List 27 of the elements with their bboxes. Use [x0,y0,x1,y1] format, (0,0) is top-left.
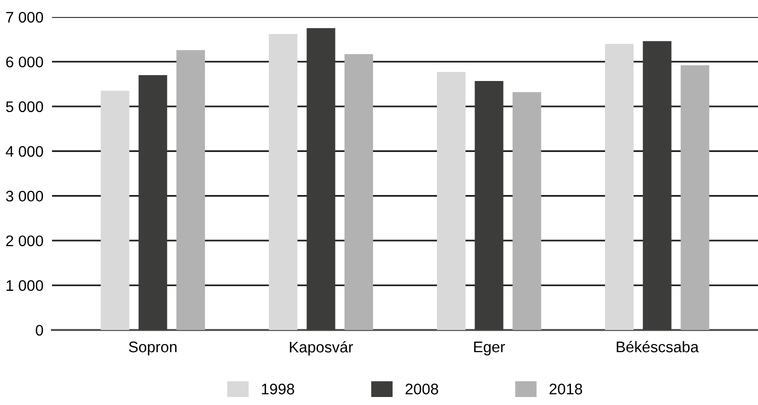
bar [474,80,504,330]
legend-label: 1998 [262,384,294,394]
y-tick-label: 5 000 [6,101,44,112]
bar [344,54,374,330]
x-tick-label: Békéscsaba [616,340,699,352]
bar [605,44,634,330]
bar [680,65,710,330]
bar [100,90,130,330]
legend-label: 2008 [406,384,438,394]
bar [138,75,168,330]
y-tick-label: 7 000 [6,12,44,23]
y-tick-label: 2 000 [6,235,44,246]
bar [512,92,542,330]
bar [268,34,298,330]
x-tick-label: Sopron [128,342,176,356]
x-tick-label: Kaposvár [290,341,353,356]
y-tick-label: 3 000 [6,190,44,202]
x-tick-label: Eger [474,342,505,356]
bar [436,72,466,330]
legend-label: 2018 [550,384,582,394]
bar [642,41,672,330]
bar [306,28,336,330]
bar [176,50,205,330]
y-tick-label: 4 000 [6,146,44,157]
y-tick-label: 6 000 [6,56,44,68]
y-tick-label: 0 [36,324,44,336]
y-tick-label: 1 000 [6,280,44,291]
